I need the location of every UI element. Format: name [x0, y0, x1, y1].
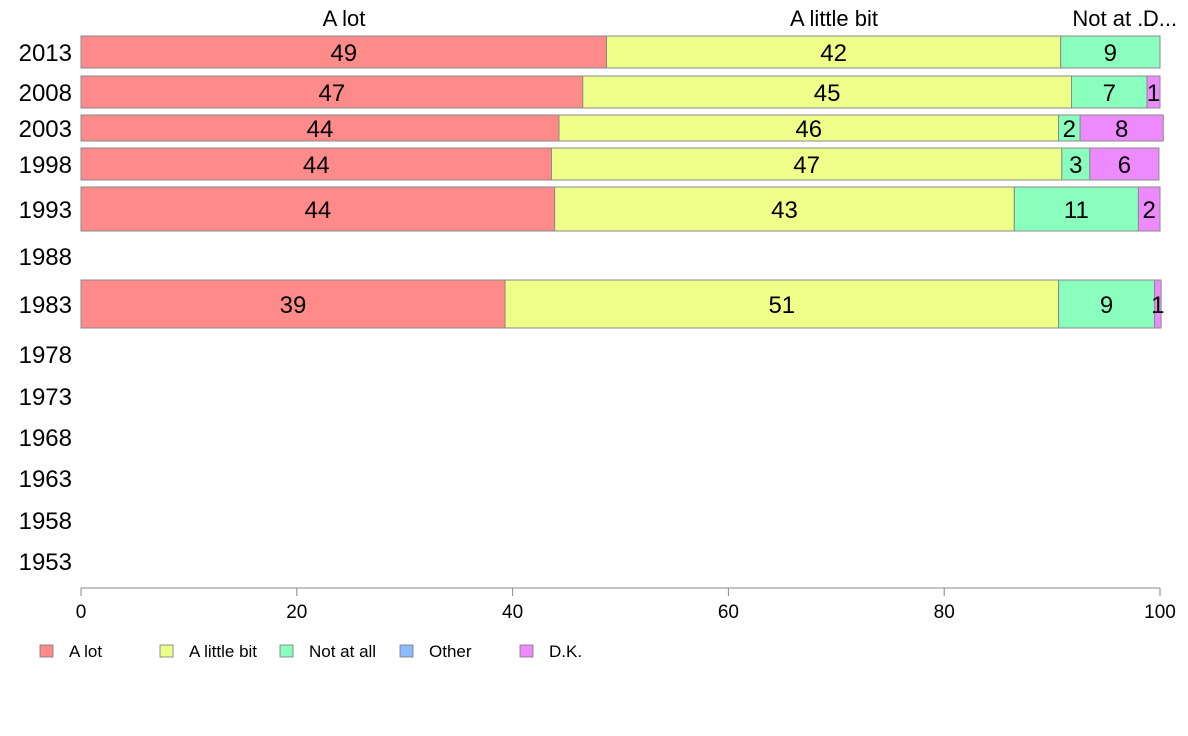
- bar-a-little-bit-1993: [554, 186, 1015, 232]
- x-tick-label-40: 40: [502, 602, 523, 623]
- column-header-dk: D...: [1143, 6, 1177, 31]
- data-label-a-little-bit-2008: 45: [814, 80, 841, 107]
- data-label-not-at-all-2013: 9: [1104, 40, 1117, 67]
- bar-a-lot-2008: [80, 75, 584, 109]
- data-label-d-k-2003: 8: [1115, 116, 1128, 143]
- legend-swatch-d-k: [519, 644, 534, 658]
- bar-a-little-bit-2008: [582, 75, 1073, 109]
- x-tick-label-0: 0: [76, 602, 87, 623]
- x-tick-label-100: 100: [1144, 602, 1176, 623]
- legend-swatch-other: [399, 644, 414, 658]
- legend-label-a-little-bit: A little bit: [189, 642, 257, 661]
- data-label-a-little-bit-1993: 43: [771, 197, 798, 224]
- bar-d-k-2003: [1079, 114, 1164, 142]
- x-axis: 0 20 40 60 80 100: [76, 587, 1176, 623]
- data-label-not-at-all-1993: 11: [1064, 197, 1089, 224]
- bar-a-lot-2013: [80, 35, 607, 69]
- data-label-not-at-all-1983: 9: [1100, 292, 1113, 319]
- data-label-not-at-all-1998: 3: [1069, 152, 1082, 179]
- data-label-a-little-bit-1983: 51: [768, 292, 795, 319]
- column-header-a-lot: A lot: [323, 6, 366, 31]
- bar-a-little-bit-2013: [605, 35, 1062, 69]
- y-label-1998: 1998: [19, 152, 72, 179]
- y-label-2008: 2008: [19, 80, 72, 107]
- data-label-d-k-2008: 1: [1147, 80, 1160, 107]
- column-header-not-at-all: Not at ...: [1072, 6, 1155, 31]
- legend-label-not-at-all: Not at all: [309, 642, 376, 661]
- legend-swatch-a-little-bit: [159, 644, 174, 658]
- y-axis-labels: 2013 2008 2003 1998 1993 1988 1983 1978 1973 1968…: [19, 40, 72, 576]
- column-header-a-little-bit: A little bit: [790, 6, 878, 31]
- bar-d-k-2008: [1146, 75, 1161, 109]
- bar-d-k-1983: [1154, 279, 1162, 329]
- y-label-1968: 1968: [19, 425, 72, 452]
- bar-a-lot-1998: [80, 147, 552, 181]
- data-label-a-little-bit-2003: 46: [795, 116, 822, 143]
- x-tick-label-60: 60: [718, 602, 739, 623]
- legend-label-a-lot: A lot: [69, 642, 102, 661]
- legend-swatch-not-at-all: [279, 644, 294, 658]
- data-label-not-at-all-2008: 7: [1103, 80, 1116, 107]
- legend-swatch-a-lot: [39, 644, 54, 658]
- legend-item-not-at-all: Not at all: [279, 642, 376, 661]
- data-label-d-k-1998: 6: [1118, 152, 1131, 179]
- data-label-a-lot-1998: 44: [303, 152, 330, 179]
- y-label-2003: 2003: [19, 116, 72, 143]
- bar-d-k-1998: [1089, 147, 1160, 181]
- y-label-1988: 1988: [19, 244, 72, 271]
- bar-d-k-1993: [1137, 186, 1161, 232]
- bars: 49 42 9 47 45 7 1 44 46 2 8 44 47 3 6 44 43 11 2 39 51 9 1: [80, 35, 1165, 329]
- data-label-d-k-1983: 1: [1151, 292, 1164, 319]
- y-label-1973: 1973: [19, 384, 72, 411]
- legend: A lot A little bit Not at all Other D.K.: [39, 642, 582, 661]
- bar-a-little-bit-2003: [558, 114, 1060, 142]
- bar-a-lot-1993: [80, 186, 556, 232]
- bar-a-little-bit-1998: [550, 147, 1063, 181]
- y-label-1958: 1958: [19, 508, 72, 535]
- legend-label-d-k: D.K.: [549, 642, 582, 661]
- column-headers: A lot A little bit Not at ... D...: [323, 6, 1178, 31]
- data-label-a-lot-1993: 44: [304, 197, 331, 224]
- data-label-a-lot-2003: 44: [307, 116, 334, 143]
- y-label-1993: 1993: [19, 197, 72, 224]
- data-label-not-at-all-2003: 2: [1063, 116, 1076, 143]
- data-label-a-lot-2013: 49: [330, 40, 357, 67]
- x-tick-label-20: 20: [286, 602, 307, 623]
- data-label-a-lot-1983: 39: [280, 292, 307, 319]
- legend-item-a-lot: A lot: [39, 642, 102, 661]
- y-label-1978: 1978: [19, 342, 72, 369]
- data-label-a-little-bit-2013: 42: [820, 40, 847, 67]
- bar-a-little-bit-1983: [504, 279, 1060, 329]
- legend-item-d-k: D.K.: [519, 642, 582, 661]
- data-label-d-k-1993: 2: [1143, 197, 1156, 224]
- data-label-a-lot-2008: 47: [319, 80, 346, 107]
- y-label-1983: 1983: [19, 292, 72, 319]
- data-label-a-little-bit-1998: 47: [793, 152, 820, 179]
- y-label-2013: 2013: [19, 40, 72, 67]
- bar-a-lot-1983: [80, 279, 506, 329]
- legend-label-other: Other: [429, 642, 472, 661]
- bar-not-at-all-2013: [1060, 35, 1161, 69]
- legend-item-a-little-bit: A little bit: [159, 642, 257, 661]
- y-label-1963: 1963: [19, 466, 72, 493]
- bar-not-at-all-1993: [1013, 186, 1139, 232]
- bar-not-at-all-2008: [1071, 75, 1148, 109]
- bar-a-lot-2003: [80, 114, 560, 142]
- x-tick-label-80: 80: [934, 602, 955, 623]
- legend-item-other: Other: [399, 642, 472, 661]
- y-label-1953: 1953: [19, 549, 72, 576]
